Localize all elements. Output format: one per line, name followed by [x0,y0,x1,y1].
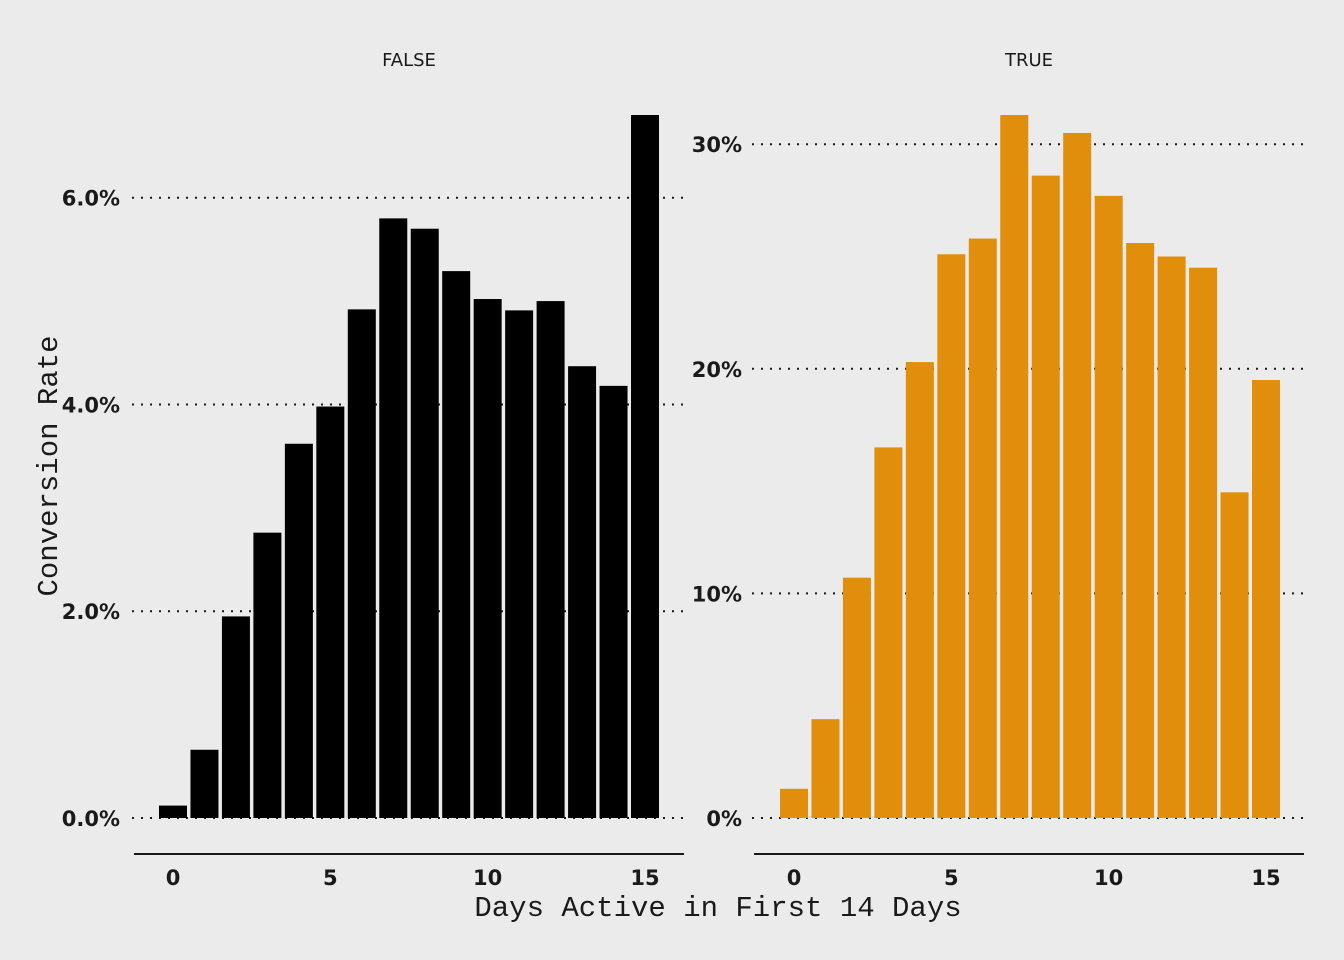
x-tick-label: 15 [630,866,659,890]
x-tick-label: 0 [787,866,802,890]
bar [905,362,934,818]
x-tick-label: 5 [323,866,338,890]
bar [159,805,187,818]
x-axis-title: Days Active in First 14 Days [474,892,961,925]
bar [1094,195,1123,819]
y-tick-label: 20% [692,358,742,382]
bar [1189,267,1218,819]
y-axis-title: Conversion Rate [33,335,66,596]
bar [1220,492,1249,818]
bar [1126,243,1155,819]
bar [536,301,565,818]
bar [1000,115,1029,818]
bar [221,616,250,818]
bar [1157,256,1186,818]
x-tick-label: 15 [1251,866,1280,890]
y-tick-label: 6.0% [62,187,120,211]
bar [347,309,376,818]
bar [442,271,471,818]
bar [1031,175,1060,819]
y-tick-label: 0% [706,807,742,831]
bar [811,719,840,818]
bar [780,788,808,818]
bar [253,532,282,818]
bar [1252,380,1280,818]
bar [410,228,439,818]
x-tick-label: 5 [944,866,959,890]
y-tick-label: 10% [692,582,742,606]
facet-title: TRUE [1004,50,1053,71]
bar [568,366,597,818]
bar [379,218,408,819]
bar [473,299,502,818]
bar [874,447,903,818]
y-tick-label: 2.0% [62,600,120,624]
bar [284,443,313,818]
bar [316,406,345,818]
bar [937,254,966,819]
x-tick-label: 10 [473,866,502,890]
bar [1063,132,1092,819]
y-tick-label: 0.0% [62,807,120,831]
x-tick-label: 0 [166,866,181,890]
bar [190,749,219,818]
facet-title: FALSE [382,50,436,71]
facet-panel-false: FALSE 0.0% 2.0% 4.0% 6.0% 0 5 10 15 [62,50,684,890]
bar [599,385,628,818]
bar [968,238,997,819]
x-tick-label: 10 [1094,866,1123,890]
y-tick-label: 4.0% [62,393,120,417]
bar [631,115,659,818]
bar [842,577,871,818]
bar [505,310,534,818]
facet-panel-true: TRUE 0% 10% 20% 30% 0 5 10 15 [692,50,1304,890]
y-tick-label: 30% [692,133,742,157]
